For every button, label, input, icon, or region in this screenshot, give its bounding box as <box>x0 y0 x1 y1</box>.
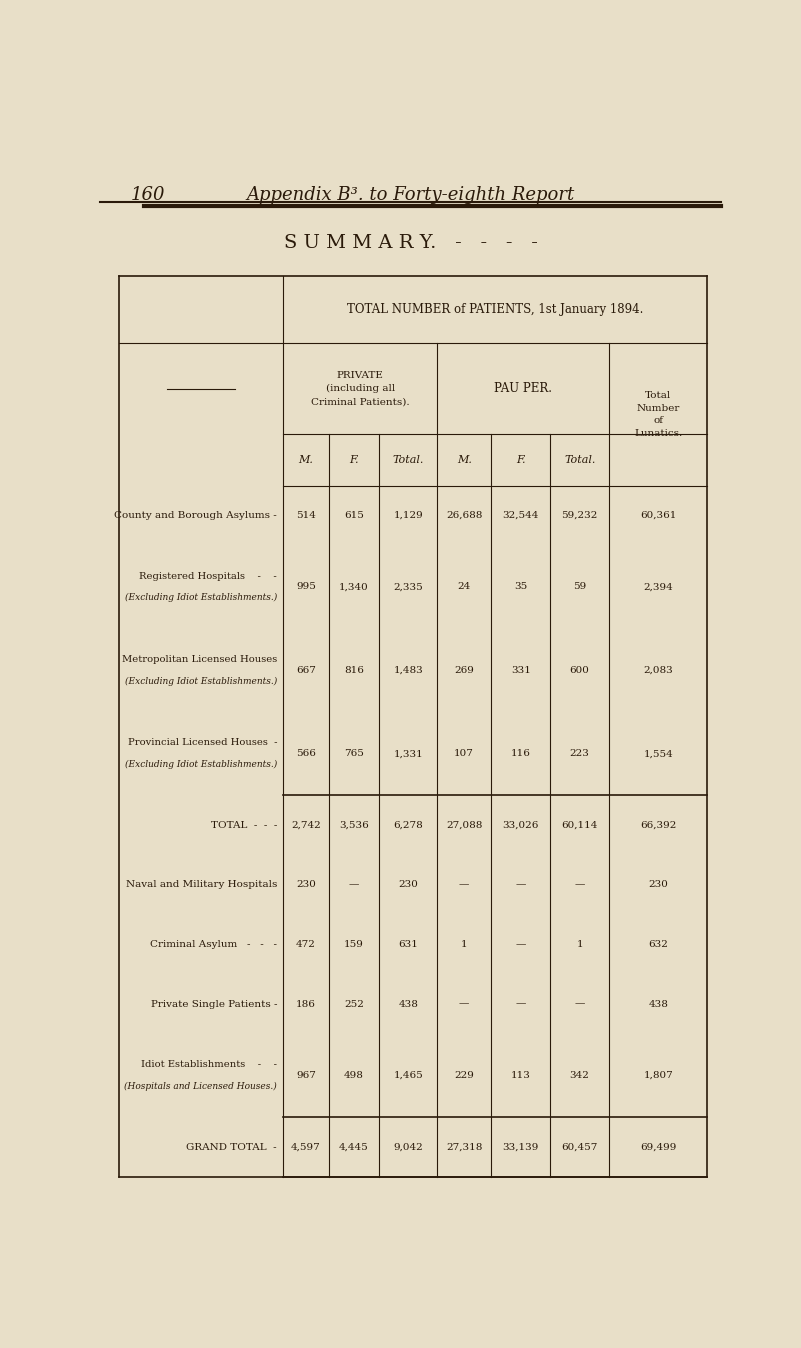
Text: 24: 24 <box>457 582 471 592</box>
Text: 107: 107 <box>454 749 474 759</box>
Text: —: — <box>459 880 469 890</box>
Text: 27,088: 27,088 <box>446 821 482 830</box>
Text: 342: 342 <box>570 1072 590 1080</box>
Text: —: — <box>516 880 526 890</box>
Text: 2,083: 2,083 <box>643 666 673 675</box>
Text: —: — <box>516 940 526 949</box>
Text: 331: 331 <box>511 666 530 675</box>
Text: 159: 159 <box>344 940 364 949</box>
Text: 438: 438 <box>398 1000 418 1008</box>
Text: (Excluding Idiot Establishments.): (Excluding Idiot Establishments.) <box>125 677 277 686</box>
Text: F.: F. <box>349 454 359 465</box>
Text: 4,597: 4,597 <box>291 1143 320 1151</box>
Text: 35: 35 <box>514 582 527 592</box>
Text: 223: 223 <box>570 749 590 759</box>
Text: 9,042: 9,042 <box>393 1143 423 1151</box>
Text: 2,742: 2,742 <box>291 821 320 830</box>
Text: 2,394: 2,394 <box>643 582 673 592</box>
Text: 27,318: 27,318 <box>446 1143 482 1151</box>
Text: Total.: Total. <box>392 454 424 465</box>
Text: 33,026: 33,026 <box>502 821 539 830</box>
Text: Private Single Patients -: Private Single Patients - <box>151 1000 277 1008</box>
Text: 566: 566 <box>296 749 316 759</box>
Text: 66,392: 66,392 <box>640 821 676 830</box>
Text: Total.: Total. <box>564 454 595 465</box>
Text: —: — <box>516 1000 526 1008</box>
Text: Appendix B³. to Forty-eighth Report: Appendix B³. to Forty-eighth Report <box>247 186 574 204</box>
Text: F.: F. <box>516 454 525 465</box>
Text: (Excluding Idiot Establishments.): (Excluding Idiot Establishments.) <box>125 760 277 770</box>
Text: 230: 230 <box>398 880 418 890</box>
Text: 1,340: 1,340 <box>339 582 369 592</box>
Text: 1: 1 <box>577 940 583 949</box>
Text: 632: 632 <box>648 940 668 949</box>
Text: —: — <box>459 1000 469 1008</box>
Text: —: — <box>574 880 585 890</box>
Text: 765: 765 <box>344 749 364 759</box>
Text: 816: 816 <box>344 666 364 675</box>
Text: (Hospitals and Licensed Houses.): (Hospitals and Licensed Houses.) <box>124 1082 277 1091</box>
Text: TOTAL NUMBER of PATIENTS, 1st January 1894.: TOTAL NUMBER of PATIENTS, 1st January 18… <box>347 303 643 317</box>
Text: 2,335: 2,335 <box>393 582 423 592</box>
Text: 60,114: 60,114 <box>562 821 598 830</box>
Text: 4,445: 4,445 <box>339 1143 369 1151</box>
Text: (Excluding Idiot Establishments.): (Excluding Idiot Establishments.) <box>125 593 277 603</box>
Text: 1: 1 <box>461 940 468 949</box>
Text: 615: 615 <box>344 511 364 520</box>
Text: Naval and Military Hospitals: Naval and Military Hospitals <box>126 880 277 890</box>
Text: Criminal Asylum   -   -   -: Criminal Asylum - - - <box>150 940 277 949</box>
Text: 438: 438 <box>648 1000 668 1008</box>
Text: 600: 600 <box>570 666 590 675</box>
Text: 230: 230 <box>648 880 668 890</box>
Text: 160: 160 <box>131 186 166 204</box>
Text: 1,129: 1,129 <box>393 511 423 520</box>
Text: M.: M. <box>299 454 313 465</box>
Text: PRIVATE
(including all
Criminal Patients).: PRIVATE (including all Criminal Patients… <box>311 371 409 406</box>
Text: 32,544: 32,544 <box>502 511 539 520</box>
Text: County and Borough Asylums -: County and Borough Asylums - <box>115 511 277 520</box>
Text: Total
Number
of
Lunatics.: Total Number of Lunatics. <box>634 391 682 438</box>
Text: 59,232: 59,232 <box>562 511 598 520</box>
Text: Idiot Establishments    -    -: Idiot Establishments - - <box>141 1061 277 1069</box>
Text: 967: 967 <box>296 1072 316 1080</box>
Text: 1,331: 1,331 <box>393 749 423 759</box>
Text: 229: 229 <box>454 1072 474 1080</box>
Text: PAU PER.: PAU PER. <box>494 381 552 395</box>
Text: Registered Hospitals    -    -: Registered Hospitals - - <box>139 572 277 581</box>
Text: 60,457: 60,457 <box>562 1143 598 1151</box>
Text: —: — <box>574 1000 585 1008</box>
Text: 1,807: 1,807 <box>643 1072 673 1080</box>
Text: 631: 631 <box>398 940 418 949</box>
Text: 3,536: 3,536 <box>339 821 369 830</box>
Text: 252: 252 <box>344 1000 364 1008</box>
Text: 472: 472 <box>296 940 316 949</box>
Text: 26,688: 26,688 <box>446 511 482 520</box>
Text: 1,554: 1,554 <box>643 749 673 759</box>
Text: Provincial Licensed Houses  -: Provincial Licensed Houses - <box>127 739 277 747</box>
Text: 514: 514 <box>296 511 316 520</box>
Text: 33,139: 33,139 <box>502 1143 539 1151</box>
Text: 1,483: 1,483 <box>393 666 423 675</box>
Text: 269: 269 <box>454 666 474 675</box>
Text: —: — <box>348 880 359 890</box>
Text: 6,278: 6,278 <box>393 821 423 830</box>
Text: TOTAL  -  -  -: TOTAL - - - <box>211 821 277 830</box>
Text: 60,361: 60,361 <box>640 511 676 520</box>
Text: 69,499: 69,499 <box>640 1143 676 1151</box>
Text: 113: 113 <box>511 1072 530 1080</box>
Text: 667: 667 <box>296 666 316 675</box>
Text: 116: 116 <box>511 749 530 759</box>
Text: 498: 498 <box>344 1072 364 1080</box>
Text: 1,465: 1,465 <box>393 1072 423 1080</box>
Text: Metropolitan Licensed Houses: Metropolitan Licensed Houses <box>122 655 277 665</box>
Text: 186: 186 <box>296 1000 316 1008</box>
Text: 59: 59 <box>573 582 586 592</box>
Text: GRAND TOTAL  -: GRAND TOTAL - <box>187 1143 277 1151</box>
Text: 995: 995 <box>296 582 316 592</box>
Text: M.: M. <box>457 454 472 465</box>
Text: 230: 230 <box>296 880 316 890</box>
Text: S U M M A R Y.   -   -   -   -: S U M M A R Y. - - - - <box>284 235 537 252</box>
